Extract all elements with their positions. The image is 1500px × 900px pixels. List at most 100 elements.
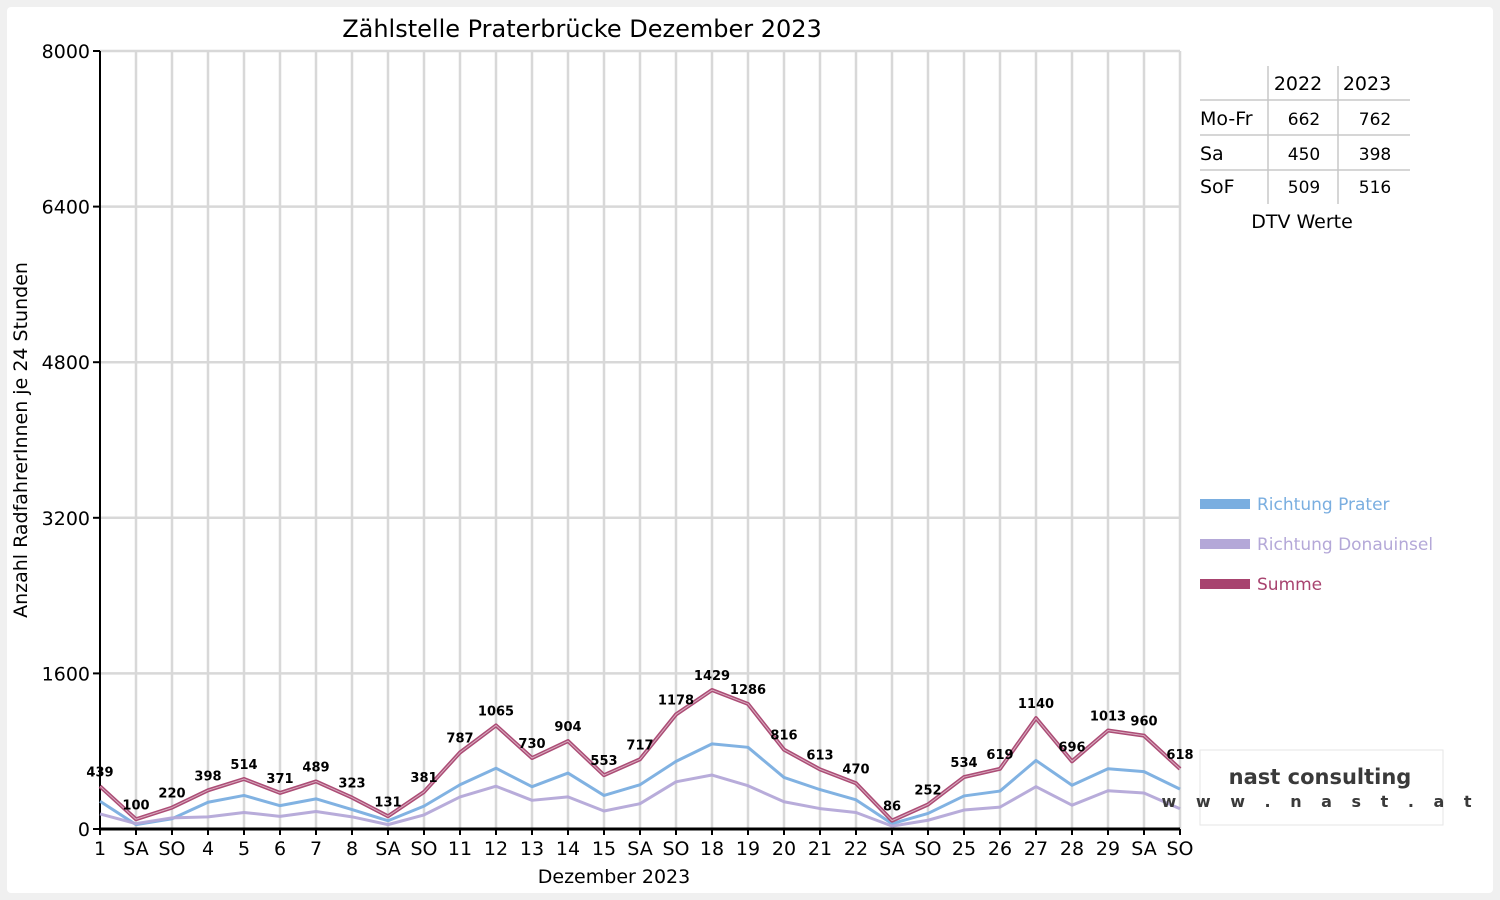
table-header-2023: 2023 (1343, 73, 1391, 95)
y-axis-label: Anzahl RadfahrerInnen je 24 Stunden (10, 262, 32, 618)
table-cell: 398 (1359, 145, 1391, 165)
logo-url: w w w . n a s t . a t (1161, 792, 1478, 811)
x-tick-label: 5 (238, 838, 250, 860)
x-axis-label: Dezember 2023 (538, 866, 690, 888)
data-label: 514 (230, 758, 257, 773)
x-tick-label: 22 (844, 838, 868, 860)
data-labels: 439 100 220 398 514 371 489 323 131 381 787 1065 730… (86, 669, 1193, 815)
tick-labels: 0 1600 3200 4800 6400 8000 1 SA SO 4 5 6 7 8 SA SO 11 12 1… (42, 41, 1194, 860)
data-label: 489 (302, 760, 329, 775)
dtv-table: 2022 2023 Mo-Fr 662 762 Sa 450 398 SoF 5… (1200, 66, 1410, 233)
grid (100, 49, 1182, 829)
x-tick-label: SO (914, 838, 941, 860)
data-label: 1429 (694, 669, 730, 684)
legend-swatch (1200, 499, 1250, 509)
table-row-label: Mo-Fr (1200, 108, 1253, 130)
y-tick-label: 3200 (42, 508, 90, 530)
y-tick-label: 4800 (42, 352, 90, 374)
x-tick-label: 12 (484, 838, 508, 860)
data-label: 553 (590, 754, 617, 769)
data-label: 252 (914, 783, 941, 798)
data-label: 1178 (658, 693, 694, 708)
y-tick-label: 8000 (42, 41, 90, 63)
axes (93, 50, 1181, 835)
data-label: 618 (1166, 748, 1193, 763)
y-tick-label: 1600 (42, 663, 90, 685)
x-tick-label: SO (662, 838, 689, 860)
legend-item-summe: Summe (1200, 575, 1322, 595)
data-label: 381 (410, 771, 437, 786)
legend-label: Richtung Donauinsel (1257, 535, 1433, 555)
x-tick-label: 13 (520, 838, 544, 860)
table-cell: 450 (1288, 145, 1320, 165)
table-cell: 516 (1359, 178, 1391, 198)
data-label: 904 (554, 720, 581, 735)
company-logo: nast consulting w w w . n a s t . a t (1161, 749, 1478, 826)
x-tick-label: 8 (346, 838, 358, 860)
x-tick-label: SO (410, 838, 437, 860)
x-tick-label: 18 (700, 838, 724, 860)
x-tick-label: SA (1131, 838, 1156, 860)
series-lines (98, 688, 1182, 828)
data-label: 730 (518, 737, 545, 752)
data-label: 398 (194, 769, 221, 784)
table-cell: 762 (1359, 110, 1391, 130)
legend-label: Richtung Prater (1257, 495, 1390, 515)
data-label: 220 (158, 787, 185, 802)
data-label: 960 (1130, 715, 1157, 730)
data-label: 717 (626, 738, 653, 753)
x-tick-label: SA (627, 838, 652, 860)
chart-panel (7, 7, 1493, 893)
data-label: 1065 (478, 704, 514, 719)
data-label: 1013 (1090, 709, 1126, 724)
x-tick-label: 7 (310, 838, 322, 860)
x-tick-label: 19 (736, 838, 760, 860)
table-cell: 509 (1288, 178, 1320, 198)
data-label: 371 (266, 772, 293, 787)
x-tick-label: 6 (274, 838, 286, 860)
data-label: 323 (338, 777, 365, 792)
legend-item-prater: Richtung Prater (1200, 495, 1390, 515)
x-tick-label: 15 (592, 838, 616, 860)
x-tick-label: SA (375, 838, 400, 860)
data-label: 613 (806, 748, 833, 763)
x-tick-label: SO (158, 838, 185, 860)
table-row-label: Sa (1200, 143, 1224, 165)
x-tick-label: SO (1166, 838, 1193, 860)
data-label: 131 (374, 795, 401, 810)
legend-item-donauinsel: Richtung Donauinsel (1200, 535, 1433, 555)
data-label: 1286 (730, 683, 766, 698)
data-label: 86 (883, 800, 901, 815)
chart-title: Zählstelle Praterbrücke Dezember 2023 (342, 15, 822, 43)
legend: Richtung Prater Richtung Donauinsel Summ… (1200, 495, 1433, 595)
data-label: 1140 (1018, 697, 1054, 712)
x-tick-label: SA (879, 838, 904, 860)
logo-name: nast consulting (1229, 765, 1412, 789)
legend-label: Summe (1257, 575, 1322, 595)
x-tick-label: 29 (1096, 838, 1120, 860)
x-tick-label: 1 (94, 838, 106, 860)
legend-swatch (1200, 579, 1250, 589)
table-row-label: SoF (1200, 176, 1235, 198)
x-tick-label: 14 (556, 838, 580, 860)
x-tick-label: 20 (772, 838, 796, 860)
y-tick-label: 6400 (42, 197, 90, 219)
data-label: 696 (1058, 740, 1085, 755)
x-tick-label: SA (123, 838, 148, 860)
x-tick-label: 21 (808, 838, 832, 860)
legend-swatch (1200, 539, 1250, 549)
x-tick-label: 25 (952, 838, 976, 860)
data-label: 534 (950, 756, 977, 771)
data-label: 100 (122, 798, 149, 813)
data-label: 787 (446, 731, 473, 746)
logo-box (1199, 749, 1444, 826)
x-tick-label: 4 (202, 838, 214, 860)
data-label: 470 (842, 762, 869, 777)
data-label: 619 (986, 748, 1013, 763)
x-tick-label: 11 (448, 838, 472, 860)
x-tick-label: 26 (988, 838, 1012, 860)
x-tick-label: 27 (1024, 838, 1048, 860)
y-tick-label: 0 (78, 819, 90, 841)
